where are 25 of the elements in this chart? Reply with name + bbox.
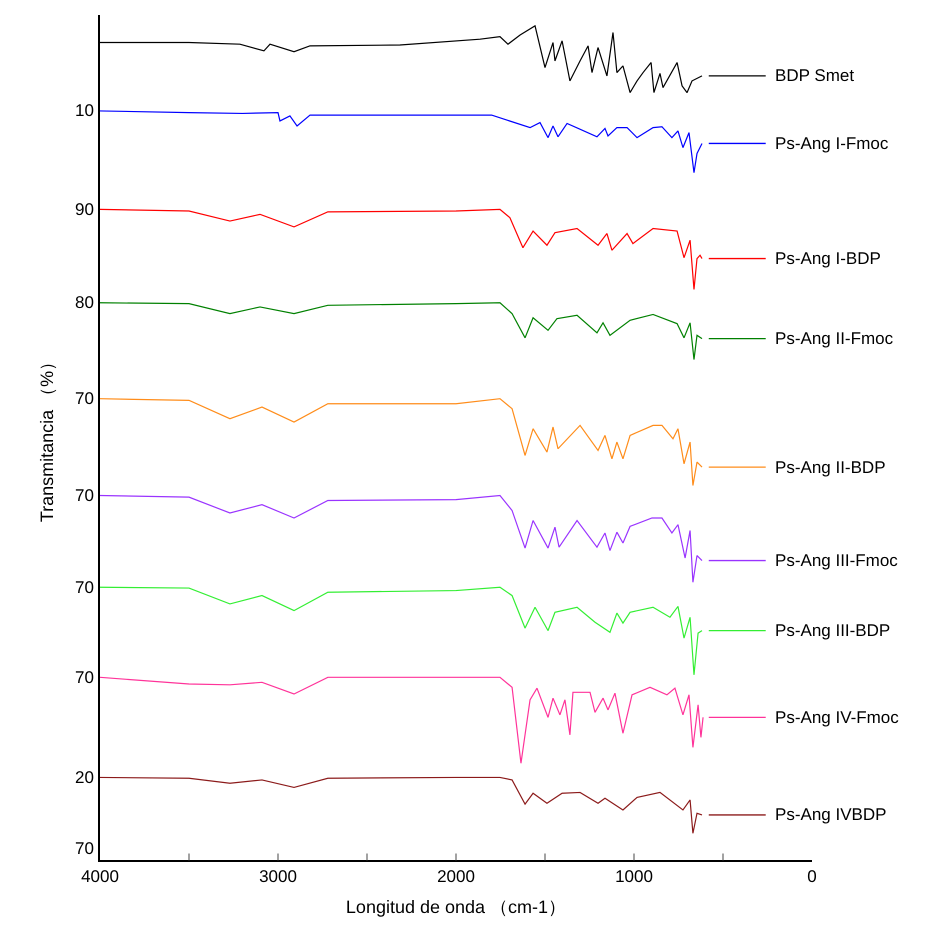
text: 70 (75, 578, 94, 597)
legend-label: Ps-Ang III-BDP (775, 621, 890, 640)
legend-label: Ps-Ang III-Fmoc (775, 551, 898, 570)
legend-label: BDP Smet (775, 66, 854, 85)
text: 70 (75, 839, 94, 858)
legend-label: Ps-Ang I-Fmoc (775, 134, 889, 153)
text: 20 (75, 768, 94, 787)
text: 70 (75, 389, 94, 408)
text: 70 (75, 668, 94, 687)
x-tick-label: 4000 (81, 867, 119, 886)
legend-label: Ps-Ang II-BDP (775, 458, 886, 477)
x-tick-label: 3000 (259, 867, 297, 886)
legend-label: Ps-Ang I-BDP (775, 249, 881, 268)
y-axis-title: Transmitancia （%） (36, 352, 57, 522)
text: 70 (75, 486, 94, 505)
text: 90 (75, 200, 94, 219)
legend-label: Ps-Ang IV-Fmoc (775, 708, 900, 727)
x-tick-label: 1000 (615, 867, 653, 886)
x-axis-title: Longitud de onda （cm-1） (346, 896, 566, 917)
legend-label: Ps-Ang IVBDP (775, 805, 886, 824)
legend-label: Ps-Ang II-Fmoc (775, 329, 894, 348)
text: 10 (75, 101, 94, 120)
x-tick-label: 2000 (437, 867, 475, 886)
text: 80 (75, 293, 94, 312)
x-tick-label: 0 (807, 867, 817, 886)
